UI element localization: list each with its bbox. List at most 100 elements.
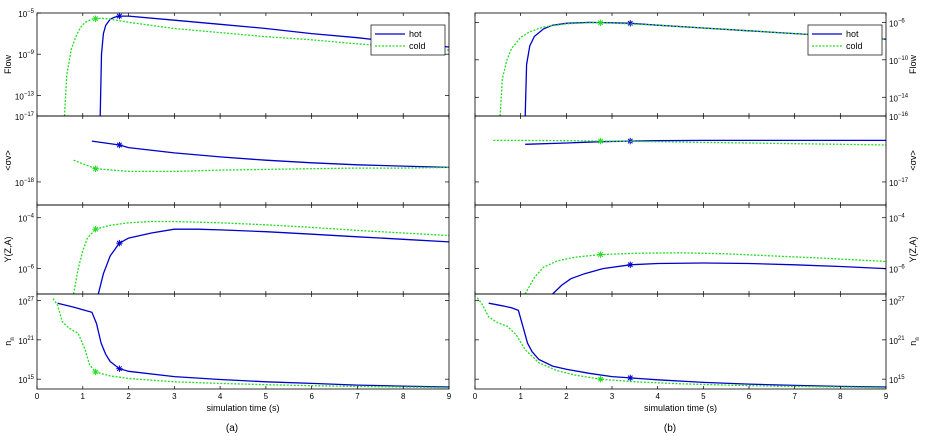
- marker-hot: [627, 374, 634, 382]
- marker-cold: [92, 15, 99, 22]
- series-line-cold: [73, 159, 449, 173]
- y-tick-label: 10−13: [15, 91, 35, 101]
- y-axis-label: nn: [908, 337, 921, 345]
- marker-cold: [597, 19, 604, 27]
- subplot-3: 10−4 10−6Y(Z,A): [474, 204, 918, 295]
- x-tick-label: 2: [126, 392, 131, 401]
- subplot-frame: [36, 293, 450, 390]
- series-line-hot: [91, 140, 449, 169]
- subplot-frame: [36, 115, 450, 206]
- marker-hot: [116, 365, 123, 372]
- marker-cold: [92, 225, 99, 233]
- x-tick-label: 9: [447, 392, 452, 401]
- x-tick-label: 6: [309, 392, 314, 401]
- series-line-cold: [524, 252, 886, 294]
- subplot-3: 10−410−6Y(Z,A): [3, 204, 450, 295]
- subplot-2: 10−16 10−17 <σv>: [474, 112, 918, 206]
- x-axis-label: simulation time (s): [644, 403, 717, 413]
- y-tick-label: 10−4: [18, 214, 34, 224]
- x-tick-label: 4: [218, 392, 223, 401]
- x-tick-label: 2: [564, 392, 569, 401]
- y-tick-label: 10−18: [15, 178, 35, 188]
- marker-hot: [627, 261, 634, 268]
- x-tick-label: 0: [473, 392, 478, 401]
- series-line-hot: [488, 302, 886, 388]
- y-axis-label: Y(Z,A): [908, 236, 918, 262]
- x-tick-label: 7: [792, 392, 797, 401]
- y-axis-label: <σv>: [908, 150, 918, 171]
- legend-label-hot: hot: [846, 29, 859, 39]
- series-line-hot: [99, 15, 449, 116]
- subplot-2: 10−17 10−18<σv>: [3, 112, 450, 206]
- x-tick-label: 3: [610, 392, 615, 401]
- subplot-frame: [36, 204, 450, 295]
- y-tick-label: 10−17: [15, 112, 35, 122]
- x-tick-label: 1: [518, 392, 523, 401]
- panel-caption: (b): [664, 423, 676, 434]
- legend: hot cold: [370, 24, 446, 56]
- x-tick-label: 9: [884, 392, 889, 401]
- x-tick-label: 7: [355, 392, 360, 401]
- panel-caption: (a): [226, 423, 238, 434]
- y-tick-label: 1027: [18, 297, 34, 307]
- x-tick-label: 0: [35, 392, 40, 401]
- series-line-hot: [97, 228, 449, 294]
- y-tick-label: 1015: [889, 375, 905, 385]
- subplot-frame: [474, 293, 887, 390]
- subplot-4: 1027 1021 1015 nn: [3, 293, 450, 390]
- subplot-1: 10−5 10−9 10−13 Flow: [3, 9, 450, 117]
- subplot-1: 10−6 10−10 10−14 Flow: [474, 12, 918, 117]
- x-axis-label: simulation time (s): [206, 403, 279, 413]
- x-tick-label: 8: [401, 392, 406, 401]
- y-tick-label: 10−16: [889, 112, 909, 122]
- x-tick-label: 8: [838, 392, 843, 401]
- legend-label-hot: hot: [409, 29, 422, 39]
- marker-cold: [597, 251, 604, 258]
- x-tick-label: 3: [172, 392, 177, 401]
- y-tick-label: 1021: [889, 336, 905, 346]
- x-tick-label: 5: [264, 392, 269, 401]
- marker-cold: [92, 165, 99, 172]
- legend: hot cold: [807, 24, 883, 56]
- y-tick-label: 10−10: [889, 56, 909, 66]
- series-line-hot: [525, 139, 886, 145]
- series-line-cold: [499, 22, 886, 116]
- y-axis-label: nn: [3, 337, 16, 345]
- series-line-cold: [63, 17, 449, 116]
- y-tick-label: 10−6: [889, 18, 905, 28]
- y-tick-label: 10−6: [889, 265, 905, 275]
- x-tick-label: 6: [747, 392, 752, 401]
- y-tick-label: 10−5: [18, 9, 34, 19]
- series-line-hot: [552, 262, 886, 294]
- series-line-cold: [493, 139, 886, 146]
- series-line-cold: [72, 220, 449, 294]
- subplot-frame: [474, 204, 887, 295]
- y-axis-label: <σv>: [3, 150, 13, 171]
- series-line-cold: [476, 297, 886, 389]
- marker-hot: [116, 12, 123, 20]
- marker-cold: [597, 375, 604, 383]
- y-tick-label: 1027: [889, 297, 905, 307]
- marker-cold: [92, 368, 99, 376]
- y-tick-label: 1021: [18, 336, 34, 346]
- subplot-frame: [474, 115, 887, 206]
- legend-label-cold: cold: [409, 41, 426, 51]
- legend-label-cold: cold: [846, 41, 863, 51]
- panel-b: 10−6 10−10 10−14 Flow 10−16 10−17 <σv> 10−4 10−6…: [473, 12, 921, 434]
- marker-hot: [116, 239, 123, 247]
- y-axis-label: Flow: [908, 55, 918, 75]
- subplot-4: 1027 1021 1015 nn: [474, 293, 921, 390]
- x-tick-label: 1: [81, 392, 86, 401]
- y-tick-label: 1015: [18, 375, 34, 385]
- y-tick-label: 10−14: [889, 93, 909, 103]
- marker-cold: [597, 137, 604, 145]
- y-axis-label: Y(Z,A): [3, 236, 13, 262]
- series-line-hot: [57, 302, 449, 388]
- y-tick-label: 10−9: [18, 50, 34, 60]
- series-line-cold: [52, 298, 449, 389]
- y-tick-label: 10−17: [889, 178, 909, 188]
- x-tick-label: 5: [701, 392, 706, 401]
- y-tick-label: 10−4: [889, 214, 905, 224]
- panel-a: 10−5 10−9 10−13 Flow 10−17 10−18<σv> 10−4 10−6 Y…: [3, 9, 452, 434]
